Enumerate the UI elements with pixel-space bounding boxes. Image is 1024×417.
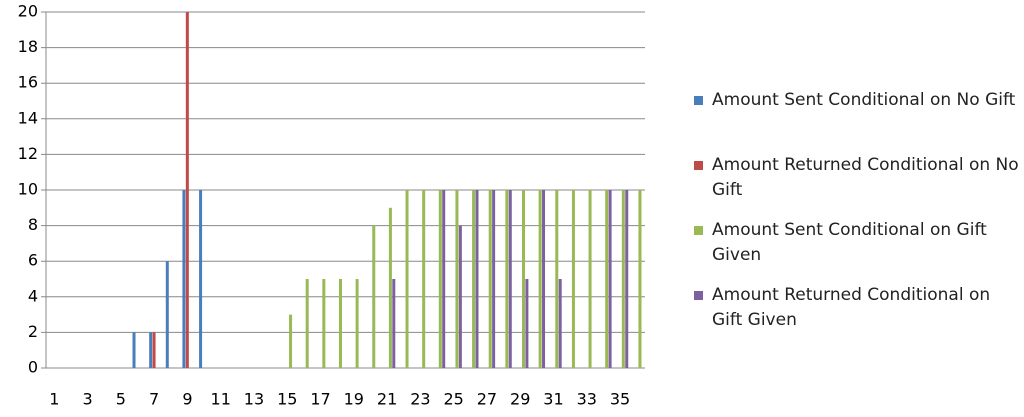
bar bbox=[492, 190, 496, 368]
y-tick-label: 10 bbox=[18, 180, 38, 199]
y-tick-label: 20 bbox=[18, 2, 38, 21]
bar bbox=[199, 190, 203, 368]
x-tick-label: 27 bbox=[477, 390, 497, 409]
legend-swatch bbox=[694, 161, 703, 170]
legend-swatch bbox=[694, 96, 703, 105]
bar bbox=[472, 190, 476, 368]
legend-label: Amount Returned Conditional on No Gift bbox=[712, 155, 1019, 200]
legend-label: Amount Returned Conditional on Gift Give… bbox=[712, 285, 991, 330]
bar bbox=[571, 190, 575, 368]
bar bbox=[605, 190, 609, 368]
bar bbox=[508, 190, 512, 368]
legend-item: Amount Returned Conditional on Gift Give… bbox=[690, 283, 1020, 348]
y-tick-label: 0 bbox=[28, 358, 38, 377]
x-tick-label: 17 bbox=[310, 390, 330, 409]
x-tick-label: 25 bbox=[443, 390, 463, 409]
bar bbox=[355, 279, 359, 368]
bar bbox=[621, 190, 625, 368]
bar bbox=[322, 279, 326, 368]
legend: Amount Sent Conditional on No Gift Amount… bbox=[690, 88, 1020, 348]
bar bbox=[392, 279, 396, 368]
legend-label: Amount Sent Conditional on No Gift bbox=[712, 90, 1016, 110]
y-tick-label: 2 bbox=[28, 322, 38, 341]
x-tick-label: 21 bbox=[377, 390, 397, 409]
bar bbox=[442, 190, 446, 368]
x-tick-label: 31 bbox=[543, 390, 563, 409]
legend-label: Amount Sent Conditional on Gift Given bbox=[712, 220, 987, 265]
bar bbox=[405, 190, 409, 368]
x-tick-label: 13 bbox=[244, 390, 264, 409]
x-tick-label: 9 bbox=[182, 390, 192, 409]
x-tick-label: 5 bbox=[116, 390, 126, 409]
x-tick-label: 33 bbox=[577, 390, 597, 409]
bar bbox=[525, 279, 529, 368]
bar bbox=[625, 190, 629, 368]
x-tick-label: 29 bbox=[510, 390, 530, 409]
bar bbox=[372, 225, 376, 368]
y-tick-label: 16 bbox=[18, 73, 38, 92]
bar bbox=[422, 190, 426, 368]
bar bbox=[588, 190, 592, 368]
bar bbox=[458, 225, 462, 368]
bar bbox=[305, 279, 309, 368]
y-tick-label: 6 bbox=[28, 251, 38, 270]
legend-swatch bbox=[694, 291, 703, 300]
x-tick-label: 19 bbox=[344, 390, 364, 409]
legend-item: Amount Sent Conditional on No Gift bbox=[690, 88, 1020, 153]
bar bbox=[152, 332, 156, 368]
bar bbox=[165, 261, 169, 368]
bar bbox=[132, 332, 136, 368]
bar bbox=[475, 190, 479, 368]
y-tick-label: 14 bbox=[18, 108, 38, 127]
bar bbox=[608, 190, 612, 368]
bar bbox=[522, 190, 526, 368]
bar bbox=[149, 332, 153, 368]
bar bbox=[488, 190, 492, 368]
bar bbox=[558, 279, 562, 368]
bar bbox=[505, 190, 509, 368]
bar bbox=[638, 190, 642, 368]
bar bbox=[538, 190, 542, 368]
y-tick-label: 4 bbox=[28, 286, 38, 305]
x-tick-label: 23 bbox=[410, 390, 430, 409]
bar bbox=[289, 314, 293, 368]
x-tick-label: 3 bbox=[83, 390, 93, 409]
y-tick-label: 8 bbox=[28, 215, 38, 234]
bar bbox=[388, 207, 392, 368]
legend-swatch bbox=[694, 226, 703, 235]
legend-item: Amount Sent Conditional on Gift Given bbox=[690, 218, 1020, 283]
bar bbox=[438, 190, 442, 368]
bar bbox=[542, 190, 546, 368]
bar bbox=[338, 279, 342, 368]
x-tick-label: 1 bbox=[49, 390, 59, 409]
x-tick-label: 11 bbox=[211, 390, 231, 409]
bar bbox=[555, 190, 559, 368]
bar bbox=[185, 12, 189, 368]
bar bbox=[455, 190, 459, 368]
x-tick-label: 35 bbox=[610, 390, 630, 409]
bar bbox=[182, 190, 186, 368]
y-tick-label: 18 bbox=[18, 37, 38, 56]
x-tick-label: 7 bbox=[149, 390, 159, 409]
legend-item: Amount Returned Conditional on No Gift bbox=[690, 153, 1020, 218]
y-tick-label: 12 bbox=[18, 144, 38, 163]
x-tick-label: 15 bbox=[277, 390, 297, 409]
